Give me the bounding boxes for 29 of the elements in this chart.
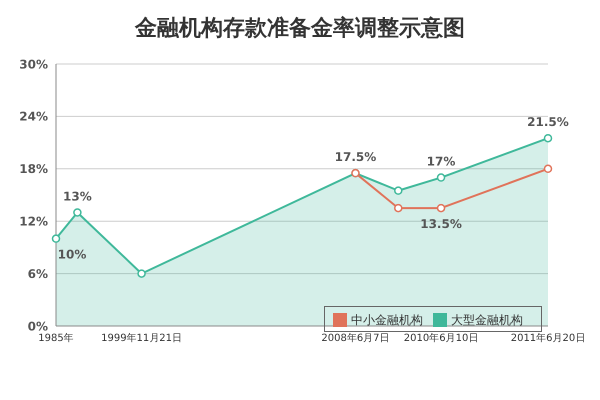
x-tick-label: 2010年6月10日	[404, 332, 478, 344]
point	[544, 164, 552, 174]
point	[137, 269, 146, 278]
point	[52, 234, 60, 243]
x-tick-label: 2008年6月7日	[321, 332, 390, 344]
data-label: 13%	[63, 189, 92, 204]
legend-label: 中小金融机构	[351, 313, 423, 327]
y-tick-label: 12%	[19, 214, 48, 228]
chart-title: 金融机构存款准备金率调整示意图	[134, 14, 466, 43]
data-label: 13.5%	[420, 217, 462, 232]
x-tick-label: 1999年11月21日	[101, 332, 182, 344]
point	[436, 173, 446, 182]
data-label: 21.5%	[527, 115, 569, 130]
point	[394, 204, 403, 212]
x-tick-label: 2011年6月20日	[510, 332, 586, 344]
y-tick-label: 18%	[19, 162, 48, 176]
point	[436, 204, 446, 212]
legend-label: 大型金融机构	[451, 313, 523, 327]
y-tick-label: 0%	[28, 319, 48, 334]
data-label: 10%	[58, 248, 86, 262]
y-tick-label: 30%	[19, 57, 48, 72]
point	[394, 186, 403, 195]
data-label: 17.5%	[334, 150, 376, 164]
x-tick-label: 1985年	[38, 332, 74, 344]
point	[544, 134, 552, 142]
y-tick-label: 24%	[19, 110, 48, 124]
point	[73, 208, 82, 217]
data-label: 17%	[426, 154, 456, 169]
y-tick-label: 6%	[28, 266, 48, 281]
